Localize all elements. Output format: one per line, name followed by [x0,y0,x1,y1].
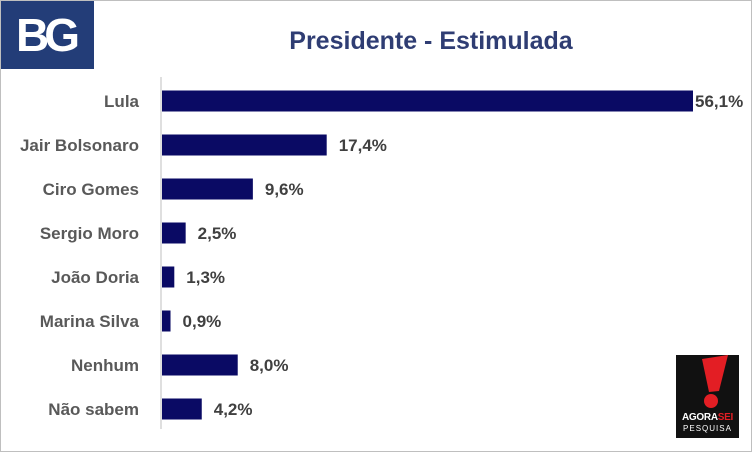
bar [162,90,693,112]
category-label: Lula [104,92,139,111]
agorasei-wordmark: AGORASEI [676,412,739,423]
exclamation-icon [702,355,728,408]
category-label: Jair Bolsonaro [20,136,139,155]
value-label: 0,9% [183,312,222,331]
category-label: Não sabem [48,400,139,419]
bar [162,134,327,156]
category-label: João Doria [51,268,139,287]
bar [162,222,186,244]
agorasei-logo: AGORASEI PESQUISA [676,355,739,438]
value-label: 56,1% [695,92,743,111]
value-label: 9,6% [265,180,304,199]
bar [162,266,175,288]
agorasei-word-a: AGORA [682,412,718,423]
category-label: Sergio Moro [40,224,139,243]
bg-logo: BG [1,1,94,69]
category-label: Ciro Gomes [43,180,139,199]
bar [162,354,238,376]
category-label: Nenhum [71,356,139,375]
value-label: 1,3% [186,268,225,287]
value-label: 4,2% [214,400,253,419]
value-label: 2,5% [198,224,237,243]
chart-title: Presidente - Estimulada [289,27,573,55]
bar [162,178,253,200]
agorasei-word-b: SEI [717,412,734,423]
bg-logo-text: BG [16,9,80,61]
bar [162,310,171,332]
bar [162,398,202,420]
value-label: 17,4% [339,136,387,155]
agorasei-subtitle: PESQUISA [683,424,732,433]
category-label: Marina Silva [40,312,140,331]
value-label: 8,0% [250,356,289,375]
